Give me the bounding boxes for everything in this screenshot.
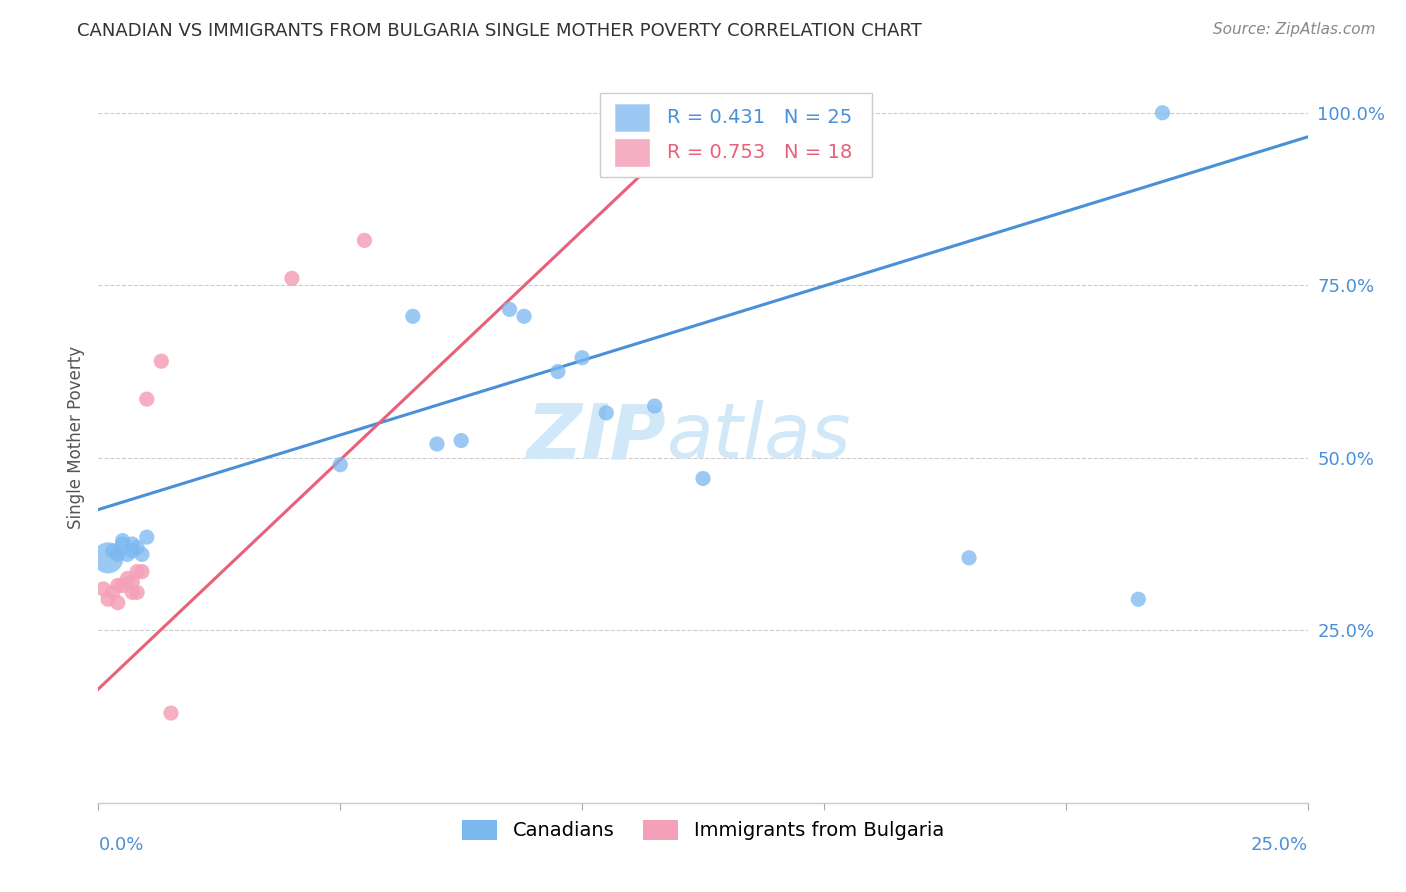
Point (135, 392, 157, 406)
Point (644, 399, 666, 413)
Point (426, 437, 449, 451)
Point (107, 578, 129, 592)
Point (1152, 105, 1174, 120)
FancyBboxPatch shape (614, 103, 648, 131)
Point (121, 574, 143, 589)
Text: 0.0%: 0.0% (98, 836, 143, 854)
Point (150, 354, 173, 368)
Point (121, 544, 143, 558)
Text: R = 0.431   N = 25: R = 0.431 N = 25 (666, 108, 852, 127)
Point (111, 578, 134, 592)
Point (127, 565, 149, 579)
Point (957, 550, 980, 565)
Text: ZIP: ZIP (527, 401, 666, 474)
Point (281, 271, 304, 285)
Text: R = 0.753   N = 18: R = 0.753 N = 18 (666, 143, 852, 162)
Point (668, 123, 690, 137)
Point (97, 592, 120, 607)
Point (101, 585, 124, 599)
Point (135, 530, 157, 544)
Point (160, 706, 183, 720)
Point (117, 572, 139, 586)
Point (498, 302, 520, 317)
Point (692, 471, 714, 485)
Point (571, 351, 593, 365)
Point (353, 234, 375, 248)
FancyBboxPatch shape (614, 138, 648, 167)
Point (513, 310, 536, 324)
FancyBboxPatch shape (600, 94, 872, 178)
Point (450, 434, 472, 448)
Point (121, 585, 143, 599)
Text: 25.0%: 25.0% (1250, 836, 1308, 854)
Point (121, 537, 143, 551)
Legend: Canadians, Immigrants from Bulgaria: Canadians, Immigrants from Bulgaria (454, 812, 952, 848)
Point (127, 541, 149, 555)
Text: CANADIAN VS IMMIGRANTS FROM BULGARIA SINGLE MOTHER POVERTY CORRELATION CHART: CANADIAN VS IMMIGRANTS FROM BULGARIA SIN… (77, 22, 922, 40)
Point (91, 582, 114, 596)
Y-axis label: Single Mother Poverty: Single Mother Poverty (66, 345, 84, 529)
Point (131, 565, 153, 579)
Point (1128, 592, 1150, 607)
Point (547, 365, 569, 379)
Point (402, 310, 425, 324)
Text: atlas: atlas (666, 401, 851, 474)
Point (101, 544, 124, 558)
Point (107, 596, 129, 610)
Point (117, 548, 139, 562)
Point (131, 548, 153, 562)
Point (127, 585, 149, 599)
Point (97, 550, 120, 565)
Point (329, 458, 352, 472)
Point (107, 548, 129, 562)
Point (595, 406, 617, 420)
Point (111, 533, 134, 548)
Point (111, 537, 134, 551)
Text: Source: ZipAtlas.com: Source: ZipAtlas.com (1212, 22, 1375, 37)
